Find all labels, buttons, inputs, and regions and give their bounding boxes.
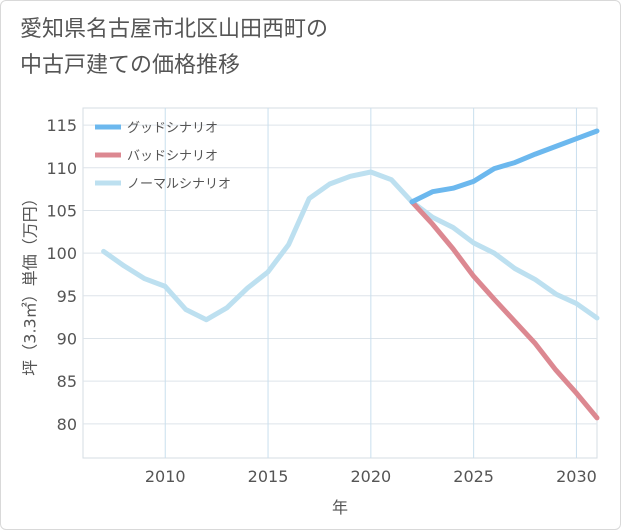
series-line-0	[409, 128, 600, 205]
y-tick-label: 80	[57, 415, 77, 434]
y-tick-label: 95	[57, 287, 77, 306]
legend-label-0: グッドシナリオ	[127, 121, 218, 136]
y-tick-label: 100	[46, 244, 77, 263]
grid-lines	[82, 107, 598, 459]
x-tick-label: 2030	[556, 467, 597, 486]
y-tick-label: 85	[57, 372, 77, 391]
x-tick-label: 2015	[248, 467, 289, 486]
series-line-1	[409, 199, 600, 421]
series-lines	[101, 128, 600, 421]
y-tick-label: 115	[46, 116, 77, 135]
y-tick-labels: 80 85 90 95 100 105 110 115	[46, 116, 77, 434]
x-axis-label: 年	[332, 498, 348, 517]
x-tick-labels: 2010 2015 2020 2025 2030	[145, 467, 597, 486]
y-tick-label: 105	[46, 201, 77, 220]
y-axis-label: 坪（3.3㎡）単価（万円）	[21, 190, 40, 375]
x-tick-label: 2010	[145, 467, 186, 486]
x-tick-label: 2025	[453, 467, 494, 486]
y-tick-label: 110	[46, 159, 77, 178]
x-tick-label: 2020	[350, 467, 391, 486]
title-line-1: 愛知県名古屋市北区山田西町の	[20, 17, 329, 42]
y-tick-label: 90	[57, 329, 77, 348]
legend-label-1: バッドシナリオ	[127, 149, 218, 164]
title-line-2: 中古戸建ての価格推移	[20, 53, 241, 78]
chart-title: 愛知県名古屋市北区山田西町の 中古戸建ての価格推移	[20, 12, 580, 84]
series-line-2	[101, 169, 600, 323]
plot-area	[82, 107, 598, 459]
legend-label-2: ノーマルシナリオ	[127, 177, 231, 192]
